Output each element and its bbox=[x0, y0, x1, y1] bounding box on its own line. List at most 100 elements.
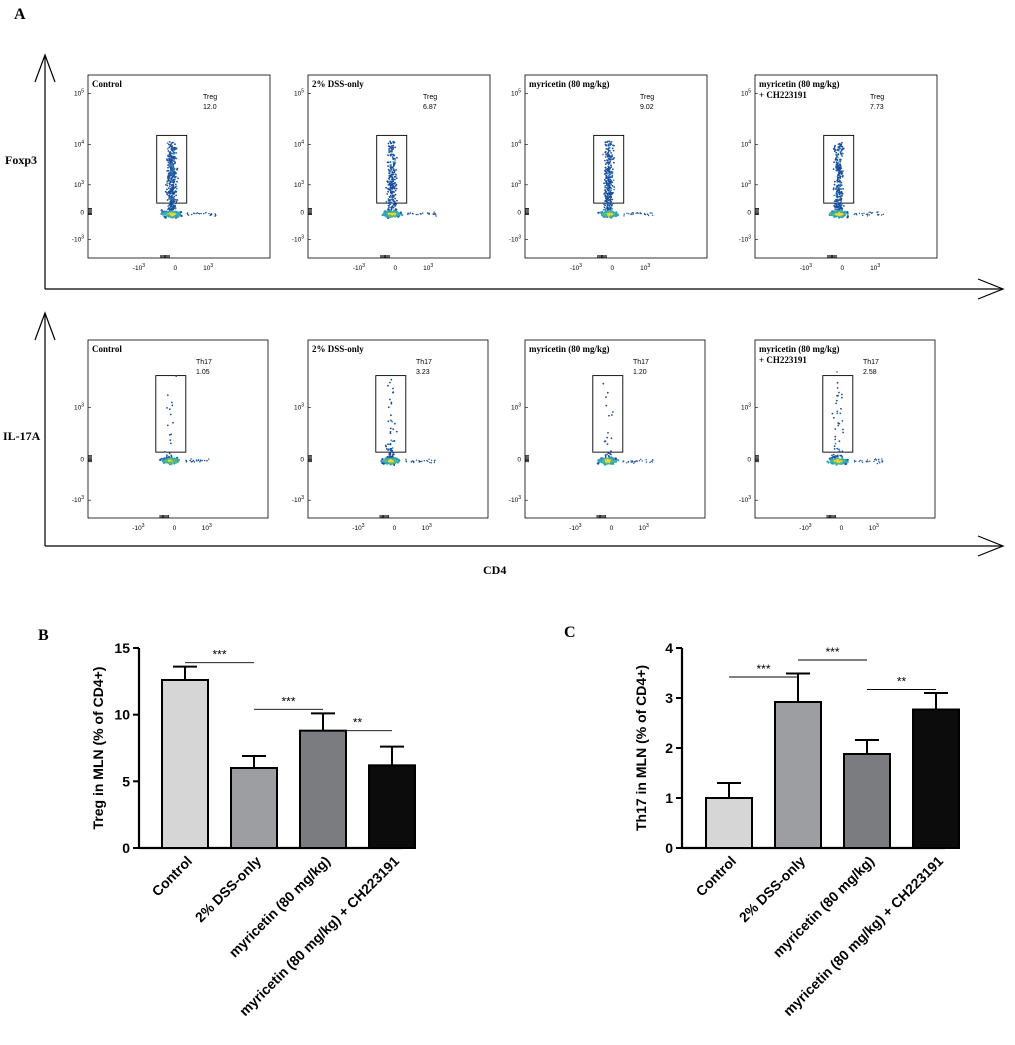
gate-box bbox=[155, 375, 187, 453]
y-tick-label: 15 bbox=[114, 640, 130, 656]
x-tick-label: 0 bbox=[841, 265, 845, 272]
y-tick-label: 5 bbox=[122, 773, 130, 789]
category-label: Control bbox=[693, 853, 740, 900]
significance-label: *** bbox=[212, 648, 226, 662]
y-tick-label: 1 bbox=[665, 790, 673, 806]
flow-plot-frame bbox=[87, 74, 271, 259]
gate-label: Th17 bbox=[416, 359, 432, 366]
x-tick-label: -103 bbox=[353, 263, 365, 272]
flow-plot-frame bbox=[524, 74, 708, 259]
event-dots bbox=[597, 140, 654, 219]
x-tick-label: 103 bbox=[639, 523, 649, 532]
gate-box bbox=[376, 134, 408, 204]
gate-box bbox=[592, 375, 624, 453]
y-tick-label: -103 bbox=[739, 235, 751, 244]
y-tick-label: 0 bbox=[80, 456, 84, 463]
gate-value: 3.23 bbox=[416, 369, 430, 376]
y-tick-label: -103 bbox=[72, 495, 84, 504]
flow-panel-label: Control bbox=[92, 344, 122, 354]
flow-panel-label: 2% DSS-only bbox=[312, 344, 364, 354]
th17-row-y-label: IL-17A bbox=[3, 429, 41, 443]
x-tick-label: 0 bbox=[173, 525, 177, 532]
flow-panel-label: + CH223191 bbox=[759, 90, 807, 100]
x-tick-label: -103 bbox=[133, 263, 145, 272]
y-tick-label: 105 bbox=[294, 88, 304, 97]
x-tick-label: 103 bbox=[423, 263, 433, 272]
gate-label: Treg bbox=[203, 94, 217, 101]
bar-4 bbox=[368, 764, 416, 849]
panel-label-c: C bbox=[564, 624, 576, 641]
significance-label: *** bbox=[756, 662, 770, 676]
gate-value: 9.02 bbox=[640, 104, 654, 111]
y-tick-label: -103 bbox=[509, 495, 521, 504]
treg-flow-panel-1: Control Treg 12.0 105 104 103 0 -103 -103 0 103 bbox=[72, 74, 271, 272]
event-dots bbox=[381, 140, 437, 220]
bar-1 bbox=[705, 797, 753, 849]
event-dots bbox=[828, 141, 884, 219]
y-tick-label: 103 bbox=[294, 403, 304, 412]
event-dots bbox=[826, 371, 884, 466]
y-tick-label: -103 bbox=[292, 235, 304, 244]
y-tick-label: 2 bbox=[665, 740, 673, 756]
y-tick-label: 0 bbox=[122, 840, 130, 856]
y-tick-label: 103 bbox=[511, 180, 521, 189]
y-tick-label: 103 bbox=[511, 403, 521, 412]
gate-label: Th17 bbox=[633, 359, 649, 366]
y-tick-label: 0 bbox=[747, 456, 751, 463]
flow-plot-frame bbox=[87, 339, 269, 519]
flow-panel-label: myricetin (80 mg/kg) bbox=[759, 79, 839, 89]
bar-2 bbox=[230, 767, 278, 849]
x-tick-label: 103 bbox=[203, 263, 213, 272]
flow-panel-label: myricetin (80 mg/kg) bbox=[529, 79, 609, 89]
treg-row-axes bbox=[34, 53, 1005, 300]
flow-panel-label: 2% DSS-only bbox=[312, 79, 364, 89]
treg-flow-panel-4: myricetin (80 mg/kg)+ CH223191 Treg 7.73 10… bbox=[739, 74, 938, 272]
gate-value: 12.0 bbox=[203, 104, 217, 111]
panel-label-b: B bbox=[38, 627, 49, 644]
y-tick-label: 104 bbox=[511, 140, 521, 149]
flow-panel-label: myricetin (80 mg/kg) bbox=[759, 344, 839, 354]
y-tick-label: -103 bbox=[739, 495, 751, 504]
bar-4 bbox=[912, 708, 960, 849]
y-tick-label: 103 bbox=[294, 180, 304, 189]
y-tick-label: 105 bbox=[741, 88, 751, 97]
y-tick-label: 0 bbox=[300, 209, 304, 216]
y-tick-label: -103 bbox=[292, 495, 304, 504]
flow-plot-frame bbox=[307, 74, 491, 259]
x-tick-label: -103 bbox=[570, 263, 582, 272]
flow-panel-label: myricetin (80 mg/kg) bbox=[529, 344, 609, 354]
y-axis-label: Th17 in MLN (% of CD4+) bbox=[633, 665, 649, 831]
y-tick-label: -103 bbox=[509, 235, 521, 244]
gate-label: Th17 bbox=[196, 359, 212, 366]
treg-flow-panel-3: myricetin (80 mg/kg) Treg 9.02 105 104 103 0 -1… bbox=[509, 74, 708, 272]
gate-label: Th17 bbox=[863, 359, 879, 366]
x-tick-label: 103 bbox=[640, 263, 650, 272]
y-axis-label: Treg in MLN (% of CD4+) bbox=[90, 667, 106, 830]
y-tick-label: 105 bbox=[511, 88, 521, 97]
bar-3 bbox=[843, 753, 891, 849]
event-dots bbox=[159, 375, 210, 466]
significance-label: ** bbox=[353, 716, 363, 730]
y-tick-label: 105 bbox=[74, 88, 84, 97]
event-dots bbox=[380, 378, 436, 466]
th17-row-axes bbox=[34, 311, 1005, 557]
y-tick-label: 104 bbox=[741, 140, 751, 149]
flow-panel-label: + CH223191 bbox=[759, 355, 807, 365]
y-tick-label: 103 bbox=[74, 403, 84, 412]
x-tick-label: 0 bbox=[174, 265, 178, 272]
x-tick-label: 0 bbox=[394, 265, 398, 272]
bar-2 bbox=[774, 701, 822, 849]
x-tick-label: -103 bbox=[352, 523, 364, 532]
treg-row-y-label: Foxp3 bbox=[5, 153, 37, 167]
gate-label: Treg bbox=[640, 94, 654, 101]
gate-value: 1.05 bbox=[196, 369, 210, 376]
x-tick-label: 103 bbox=[202, 523, 212, 532]
bar-1 bbox=[161, 679, 209, 849]
y-tick-label: 103 bbox=[741, 180, 751, 189]
x-tick-label: 103 bbox=[870, 263, 880, 272]
y-tick-label: 0 bbox=[517, 209, 521, 216]
x-tick-label: 0 bbox=[393, 525, 397, 532]
th17-flow-panel-3: myricetin (80 mg/kg) Th17 1.20 103 0 -103 -103… bbox=[509, 339, 706, 532]
x-tick-label: 0 bbox=[840, 525, 844, 532]
